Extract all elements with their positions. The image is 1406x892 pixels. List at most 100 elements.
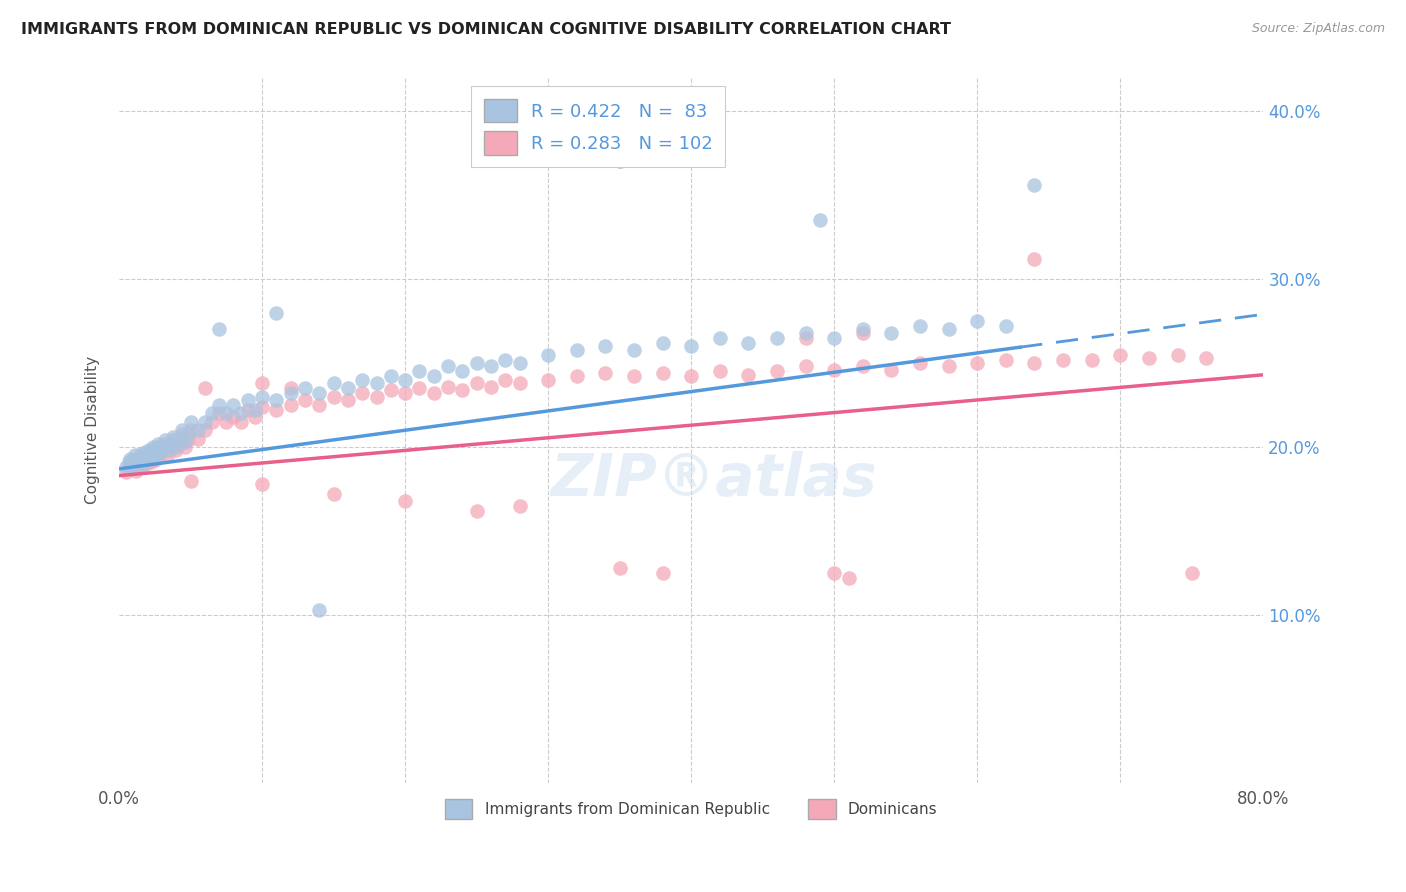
Point — [143, 450, 166, 464]
Point — [609, 561, 631, 575]
Point — [1080, 352, 1102, 367]
Point — [966, 356, 988, 370]
Point — [118, 455, 141, 469]
Point — [201, 406, 224, 420]
Point — [609, 154, 631, 169]
Point — [280, 398, 302, 412]
Point — [115, 465, 138, 479]
Point — [250, 400, 273, 414]
Point — [156, 443, 179, 458]
Point — [118, 460, 141, 475]
Point — [838, 571, 860, 585]
Point — [766, 364, 789, 378]
Point — [479, 359, 502, 374]
Point — [156, 447, 179, 461]
Point — [121, 457, 143, 471]
Point — [280, 381, 302, 395]
Point — [266, 403, 288, 417]
Point — [208, 398, 231, 412]
Point — [794, 326, 817, 340]
Point — [766, 331, 789, 345]
Point — [336, 381, 359, 395]
Point — [138, 447, 160, 461]
Point — [794, 331, 817, 345]
Y-axis label: Cognitive Disability: Cognitive Disability — [86, 356, 100, 504]
Point — [1024, 178, 1046, 192]
Point — [465, 376, 488, 391]
Point — [709, 364, 731, 378]
Point — [194, 415, 217, 429]
Point — [180, 415, 202, 429]
Point — [1137, 351, 1160, 365]
Point — [352, 373, 374, 387]
Point — [236, 403, 259, 417]
Point — [129, 450, 152, 464]
Point — [308, 603, 330, 617]
Point — [966, 314, 988, 328]
Point — [394, 493, 416, 508]
Point — [394, 373, 416, 387]
Point — [162, 430, 184, 444]
Point — [145, 447, 167, 461]
Point — [880, 326, 903, 340]
Text: Source: ZipAtlas.com: Source: ZipAtlas.com — [1251, 22, 1385, 36]
Point — [1024, 252, 1046, 266]
Point — [437, 379, 460, 393]
Point — [135, 453, 157, 467]
Point — [142, 440, 165, 454]
Point — [408, 364, 430, 378]
Point — [180, 423, 202, 437]
Point — [167, 432, 190, 446]
Point — [134, 445, 156, 459]
Point — [994, 319, 1017, 334]
Point — [250, 376, 273, 391]
Point — [509, 499, 531, 513]
Point — [146, 436, 169, 450]
Point — [308, 386, 330, 401]
Point — [823, 363, 845, 377]
Point — [236, 392, 259, 407]
Point — [509, 376, 531, 391]
Point — [451, 383, 474, 397]
Point — [565, 369, 588, 384]
Point — [994, 352, 1017, 367]
Point — [823, 331, 845, 345]
Point — [737, 368, 759, 382]
Point — [153, 434, 176, 448]
Point — [595, 339, 617, 353]
Text: ZIP®atlas: ZIP®atlas — [551, 451, 877, 508]
Point — [146, 440, 169, 454]
Point — [120, 451, 142, 466]
Point — [565, 343, 588, 357]
Point — [366, 390, 388, 404]
Point — [127, 455, 149, 469]
Point — [120, 457, 142, 471]
Point — [908, 356, 931, 370]
Point — [124, 449, 146, 463]
Point — [170, 423, 193, 437]
Point — [823, 566, 845, 580]
Point — [162, 434, 184, 448]
Point — [294, 381, 316, 395]
Point — [138, 443, 160, 458]
Point — [852, 326, 875, 340]
Point — [128, 455, 150, 469]
Point — [509, 356, 531, 370]
Point — [322, 487, 344, 501]
Point — [134, 449, 156, 463]
Point — [243, 409, 266, 424]
Point — [135, 457, 157, 471]
Point — [322, 390, 344, 404]
Point — [537, 348, 560, 362]
Point — [150, 443, 173, 458]
Point — [177, 434, 200, 448]
Point — [215, 406, 238, 420]
Point — [159, 436, 181, 450]
Point — [494, 352, 516, 367]
Point — [125, 464, 148, 478]
Point — [651, 566, 673, 580]
Point — [280, 386, 302, 401]
Point — [215, 415, 238, 429]
Point — [609, 154, 631, 169]
Point — [1052, 352, 1074, 367]
